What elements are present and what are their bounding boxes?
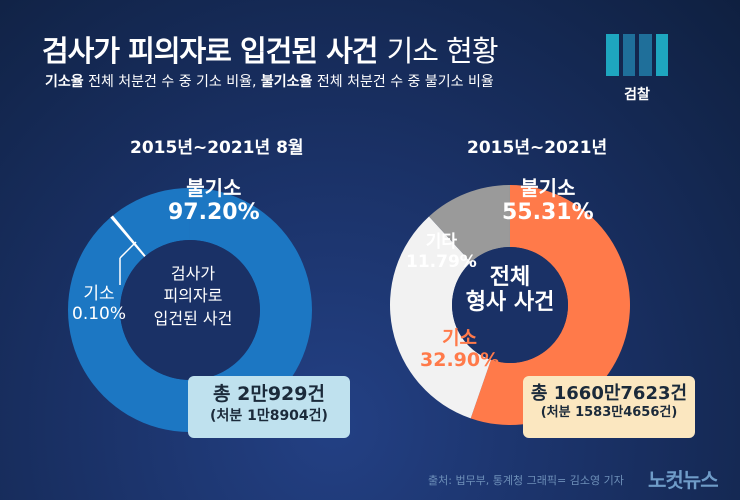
slice-기소 xyxy=(110,215,146,258)
leader-line xyxy=(119,241,137,259)
summary-box-left: 총 2만929건 (처분 1만8904건) xyxy=(188,376,350,438)
title-light: 기소 현황 xyxy=(386,34,499,68)
center-label-right: 전체 형사 사건 xyxy=(465,265,555,316)
prosecution-logo: 검찰 xyxy=(606,34,668,104)
chart-title-right: 2015년~2021년 xyxy=(467,138,608,158)
donut-hole xyxy=(452,247,568,363)
title-bold: 검사가 피의자로 입건된 사건 xyxy=(42,34,378,68)
donut-hole xyxy=(120,240,260,380)
donut-chart-right xyxy=(390,185,630,425)
subtitle-term: 기소율 xyxy=(45,74,84,90)
slice-불기소 xyxy=(470,185,630,425)
subtitle-term: 불기소율 xyxy=(260,74,313,90)
slice-label: 불기소 97.20% xyxy=(168,176,260,226)
subtitle: 기소율 전체 처분건 수 중 기소 비율, 불기소율 전체 처분건 수 중 불기… xyxy=(45,71,494,91)
brand-logo: 노컷뉴스 xyxy=(648,468,719,492)
slice-기소 xyxy=(390,216,492,419)
subtitle-text: 전체 처분건 수 중 불기소 비율 xyxy=(312,74,494,90)
logo-text: 검찰 xyxy=(624,87,650,103)
slice-label: 기타 11.79% xyxy=(406,232,477,272)
slice-label: 불기소 55.31% xyxy=(502,176,594,226)
subtitle-text: 전체 처분건 수 중 기소 비율, xyxy=(83,74,261,90)
chart-title-left: 2015년~2021년 8월 xyxy=(130,138,304,158)
page-title: 검사가 피의자로 입건된 사건 기소 현황 xyxy=(42,28,499,70)
slice-label: 기소 0.10% xyxy=(72,284,127,324)
slice-label: 기소 32.90% xyxy=(420,327,500,371)
summary-box-right: 총 1660만7623건 (처분 1583만4656건) xyxy=(523,376,695,438)
source-credit: 출처: 법무부, 통계청 그래픽= 김소영 기자 xyxy=(428,474,624,487)
center-label-left: 검사가 피의자로 입건된 사건 xyxy=(153,264,233,328)
slice-기타 xyxy=(429,185,510,263)
